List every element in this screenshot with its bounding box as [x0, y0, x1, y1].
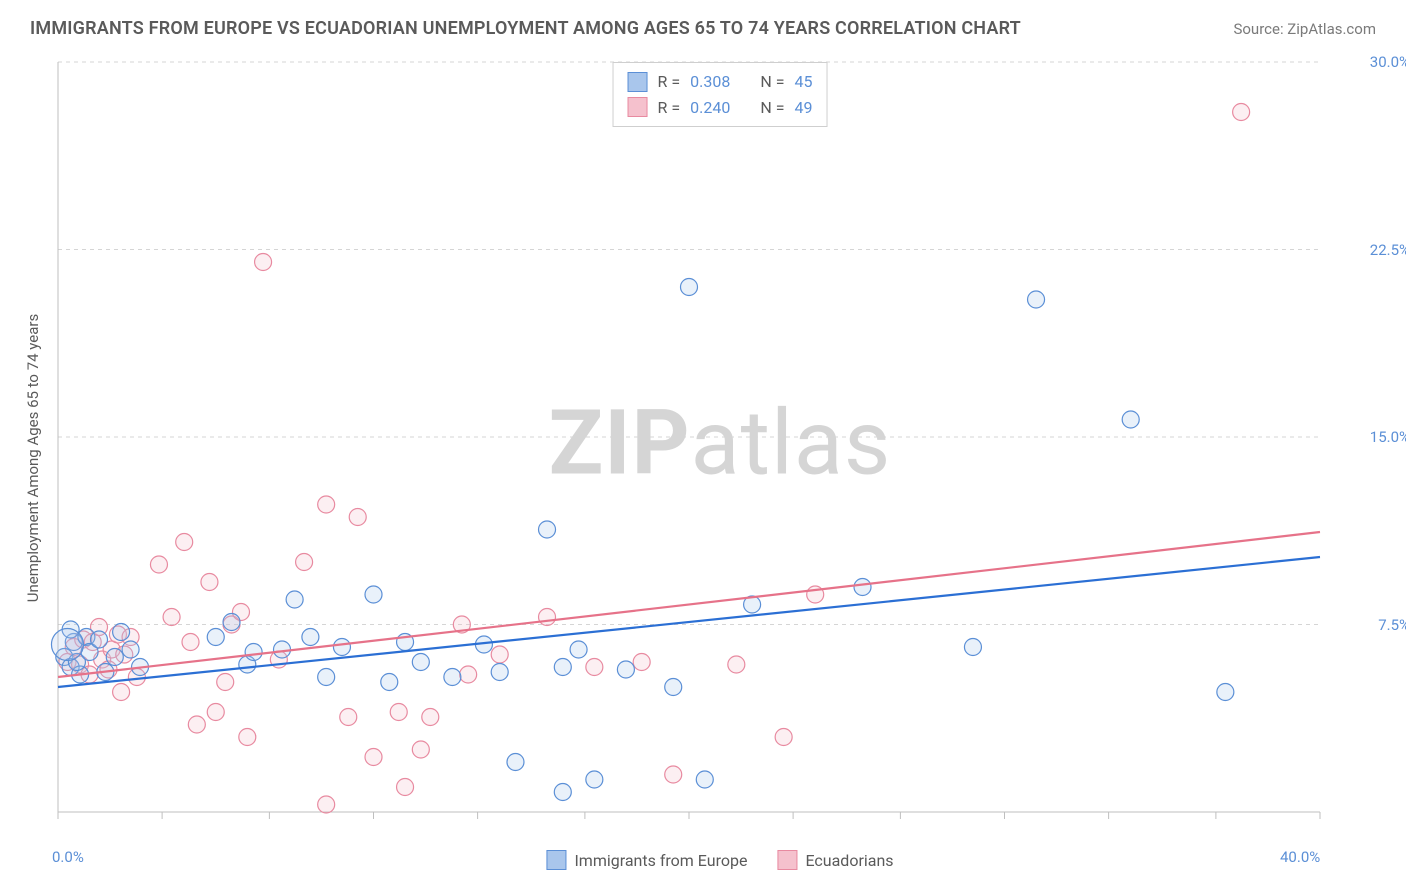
legend-n-label: N =	[760, 69, 784, 95]
legend-r-label: R =	[658, 95, 681, 121]
legend-item-1: Immigrants from Europe	[546, 850, 747, 870]
legend-n-value-2: 49	[794, 95, 812, 121]
y-axis-label: Unemployment Among Ages 65 to 74 years	[24, 314, 42, 602]
legend-r-value-1: 0.308	[690, 69, 730, 95]
y-tick-label: 22.5%	[1370, 241, 1406, 259]
legend-item-2: Ecuadorians	[777, 850, 893, 870]
x-tick-label: 0.0%	[52, 848, 84, 866]
series-legend: Immigrants from Europe Ecuadorians	[546, 850, 893, 870]
y-tick-label: 7.5%	[1378, 616, 1406, 634]
source-attribution: Source: ZipAtlas.com	[1233, 20, 1376, 38]
legend-label-1: Immigrants from Europe	[574, 851, 747, 870]
legend-swatch-pink	[777, 850, 797, 870]
legend-swatch-pink	[628, 97, 648, 117]
legend-n-value-1: 45	[794, 69, 812, 95]
chart-title: IMMIGRANTS FROM EUROPE VS ECUADORIAN UNE…	[30, 18, 1021, 39]
legend-r-label: R =	[658, 69, 681, 95]
legend-row-series-2: R = 0.240 N = 49	[628, 95, 813, 121]
y-tick-label: 15.0%	[1370, 428, 1406, 446]
scatter-plot	[50, 58, 1390, 838]
correlation-legend: R = 0.308 N = 45 R = 0.240 N = 49	[613, 62, 828, 127]
y-tick-label: 30.0%	[1370, 53, 1406, 71]
chart-area: Unemployment Among Ages 65 to 74 years Z…	[50, 58, 1390, 838]
x-tick-label: 40.0%	[1280, 848, 1320, 866]
legend-label-2: Ecuadorians	[805, 851, 893, 870]
legend-swatch-blue	[546, 850, 566, 870]
legend-n-label: N =	[760, 95, 784, 121]
legend-r-value-2: 0.240	[690, 95, 730, 121]
legend-row-series-1: R = 0.308 N = 45	[628, 69, 813, 95]
legend-swatch-blue	[628, 72, 648, 92]
